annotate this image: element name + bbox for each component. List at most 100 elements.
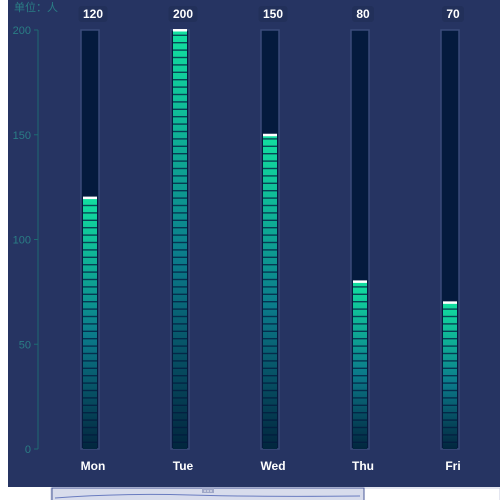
value-label-bg xyxy=(168,6,198,22)
bar-segment-gap xyxy=(443,397,457,399)
bar-segment-gap xyxy=(83,426,97,429)
bars xyxy=(80,29,460,450)
bar-segment-gap xyxy=(263,138,277,140)
y-axis-ticks: 0 50 100 150 200 xyxy=(13,25,38,456)
bar-segment-gap xyxy=(173,130,187,133)
bar-segment-gap xyxy=(263,382,277,384)
bar-wed[interactable] xyxy=(260,29,280,450)
bar-segment-gap xyxy=(443,323,457,325)
bar-segment-gap xyxy=(443,419,457,421)
bar-segment-gap xyxy=(83,315,97,318)
bar-segment-gap xyxy=(353,375,367,377)
bar-segment-gap xyxy=(83,352,97,355)
y-tick-label: 50 xyxy=(19,339,31,351)
y-tick-label: 150 xyxy=(13,130,31,142)
left-margin xyxy=(0,0,8,500)
bar-thu[interactable] xyxy=(350,29,370,450)
bar-segment-gap xyxy=(353,315,367,318)
value-label: 70 xyxy=(446,7,460,21)
bar-segment-gap xyxy=(443,382,457,384)
y-tick-label: 100 xyxy=(13,235,31,247)
x-tick-label: Fri xyxy=(445,459,460,473)
bar-segment-gap xyxy=(83,345,97,347)
bar-segment-gap xyxy=(173,71,187,73)
data-zoom-preview-line xyxy=(54,493,361,499)
bar-segment-gap xyxy=(263,434,277,436)
bar-segment-gap xyxy=(173,190,187,192)
value-label: 80 xyxy=(356,7,370,21)
bar-segment-gap xyxy=(353,419,367,421)
bar-cap xyxy=(83,196,97,200)
bar-segment-gap xyxy=(173,116,187,118)
unit-label: 单位：人 xyxy=(14,0,58,14)
bar-segment-gap xyxy=(83,330,97,332)
bar-segment-gap xyxy=(443,345,457,347)
bar-segment-gap xyxy=(263,278,277,281)
bar-segment-gap xyxy=(353,441,367,443)
bar-segment-gap xyxy=(173,264,187,266)
bar-segment-gap xyxy=(443,389,457,392)
bar-segment-gap xyxy=(173,153,187,155)
bar-segment-gap xyxy=(263,256,277,258)
value-labels: 120 200 150 80 70 xyxy=(78,6,464,22)
bar-segment-gap xyxy=(173,360,187,362)
bar-segment-gap xyxy=(353,382,367,384)
bar-segment-gap xyxy=(173,389,187,392)
bar-segment-gap xyxy=(263,182,277,184)
bar-segment-gap xyxy=(83,323,97,325)
bar-segment-gap xyxy=(443,367,457,369)
bar-segment-gap xyxy=(263,153,277,155)
bar-segment-gap xyxy=(83,382,97,384)
bar-segment-gap xyxy=(443,315,457,318)
bar-segment-gap xyxy=(263,308,277,310)
bar-segment-gap xyxy=(353,389,367,392)
bar-segment-gap xyxy=(263,175,277,177)
bar-segment-gap xyxy=(443,352,457,355)
bar-segment-gap xyxy=(173,42,187,44)
bar-mon[interactable] xyxy=(80,29,100,450)
x-tick-label: Wed xyxy=(260,459,285,473)
bar-segment-gap xyxy=(353,338,367,340)
bar-segment-gap xyxy=(173,315,187,318)
bar-segment-gap xyxy=(173,426,187,429)
bar-cap xyxy=(263,133,277,137)
bar-fri[interactable] xyxy=(440,29,460,450)
bar-tue[interactable] xyxy=(170,29,190,450)
bar-segment-gap xyxy=(173,219,187,221)
bar-segment-gap xyxy=(173,138,187,140)
bar-segment-gap xyxy=(263,212,277,214)
bar-segment-gap xyxy=(173,434,187,436)
bar-segment-gap xyxy=(353,352,367,355)
bar-segment-gap xyxy=(263,301,277,303)
value-label: 150 xyxy=(263,7,283,21)
bar-segment-gap xyxy=(83,293,97,295)
bar-segment-gap xyxy=(173,182,187,184)
bar-segment-gap xyxy=(83,434,97,436)
x-tick-label: Thu xyxy=(352,459,374,473)
bar-segment-gap xyxy=(173,86,187,88)
bar-segment-gap xyxy=(263,360,277,362)
bar-segment-gap xyxy=(173,278,187,281)
x-tick-label: Mon xyxy=(81,459,106,473)
bar-segment-gap xyxy=(173,330,187,332)
bar-segment-gap xyxy=(263,338,277,340)
bar-segment-gap xyxy=(83,264,97,266)
bar-segment-gap xyxy=(173,49,187,51)
bar-segment-gap xyxy=(173,412,187,414)
bar-segment-gap xyxy=(353,397,367,399)
bar-segment-gap xyxy=(173,167,187,170)
bar-segment-gap xyxy=(353,367,367,369)
bar-segment-gap xyxy=(353,301,367,303)
bar-segment-gap xyxy=(83,389,97,392)
bar-segment-gap xyxy=(173,367,187,369)
bar-segment-gap xyxy=(173,145,187,147)
bar-segment-gap xyxy=(443,375,457,377)
bar-segment-gap xyxy=(173,227,187,229)
bar-segment-gap xyxy=(173,160,187,162)
bar-segment-gap xyxy=(263,352,277,355)
data-zoom[interactable] xyxy=(50,487,500,500)
bar-segment-gap xyxy=(263,241,277,244)
bar-segment-gap xyxy=(353,323,367,325)
bar-segment-gap xyxy=(443,360,457,362)
